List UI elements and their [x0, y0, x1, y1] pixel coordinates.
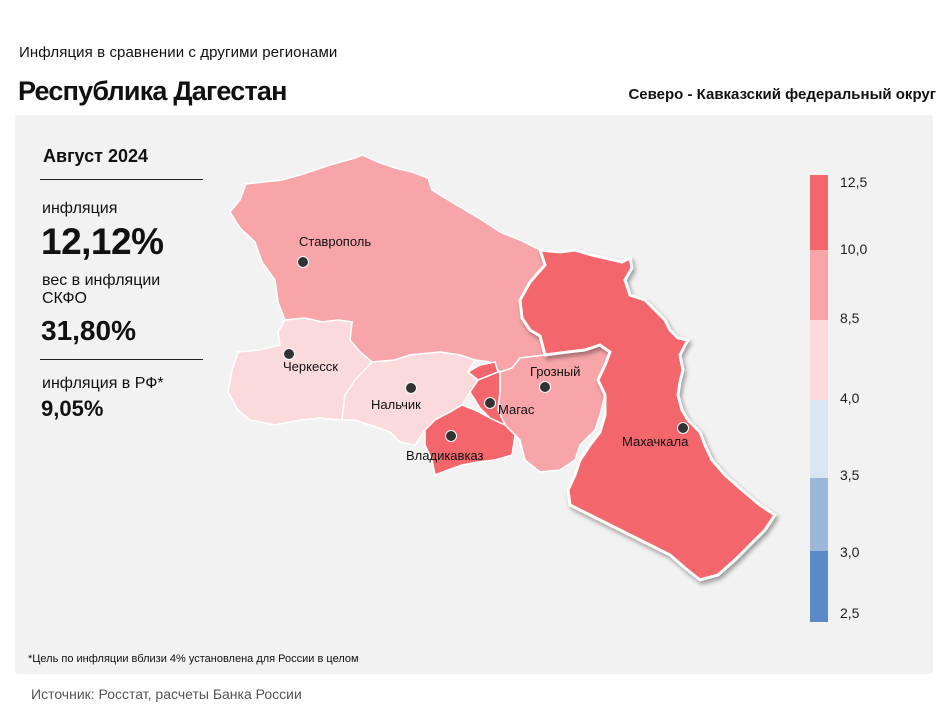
weight-value: 31,80% — [41, 315, 136, 346]
city-label-cherkessk: Черкесск — [283, 359, 338, 374]
source-note: Источник: Росстат, расчеты Банка России — [31, 686, 302, 702]
legend-swatch-3-3-5 — [810, 478, 828, 551]
legend-swatch-10-12-5 — [810, 175, 828, 250]
city-label-vladikavkaz: Владикавказ — [406, 448, 484, 463]
legend-swatch-3-5-4 — [810, 400, 828, 478]
city-label-grozny: Грозный — [530, 364, 580, 379]
chart-subtitle: Инфляция в сравнении с другими регионами — [19, 44, 338, 61]
city-dot-nalchik — [405, 382, 417, 394]
legend-swatch-4-8-5 — [810, 320, 828, 400]
weight-label: вес в инфляции СКФО — [42, 272, 161, 307]
city-dot-cherkessk — [283, 348, 295, 360]
district-label: Северо - Кавказский федеральный округ — [628, 86, 936, 103]
rf-inflation-value: 9,05% — [41, 396, 104, 421]
legend-tick: 3,5 — [840, 467, 860, 483]
legend-swatch-2-5-3 — [810, 551, 828, 622]
page-title: Республика Дагестан — [18, 76, 287, 106]
city-label-makhachkala: Махачкала — [622, 434, 689, 449]
divider — [40, 179, 203, 180]
city-dot-makhachkala — [677, 422, 689, 434]
inflation-value: 12,12% — [41, 221, 164, 262]
region-stavropol[interactable] — [229, 154, 546, 373]
legend-tick: 12,5 — [840, 174, 867, 190]
city-label-stavropol: Ставрополь — [299, 234, 371, 249]
city-label-nalchik: Нальчик — [371, 397, 421, 412]
city-dot-grozny — [539, 381, 551, 393]
city-dot-stavropol — [297, 256, 309, 268]
stats-block: Август 2024 инфляция 12,12% вес в инфляц… — [40, 146, 205, 422]
legend-tick: 8,5 — [840, 310, 860, 326]
footnote: *Цель по инфляции вблизи 4% установлена … — [28, 653, 359, 665]
region-ingushetia-north[interactable] — [466, 361, 499, 381]
divider — [40, 359, 203, 360]
color-legend: 12,5 10,0 8,5 4,0 3,5 3,0 2,5 — [810, 174, 867, 622]
legend-swatch-8-5-10 — [810, 250, 828, 320]
legend-tick: 2,5 — [840, 605, 860, 621]
city-dot-magas — [484, 397, 496, 409]
region-karachay-cherkessia[interactable] — [227, 317, 374, 426]
inflation-label: инфляция — [42, 200, 118, 217]
legend-tick: 10,0 — [840, 241, 867, 257]
legend-tick: 3,0 — [840, 544, 860, 560]
period-label: Август 2024 — [43, 146, 148, 166]
region-north-ossetia[interactable] — [424, 404, 516, 477]
rf-inflation-label: инфляция в РФ* — [42, 375, 164, 392]
city-label-magas: Магас — [498, 402, 535, 417]
city-dot-vladikavkaz — [445, 430, 457, 442]
legend-tick: 4,0 — [840, 390, 860, 406]
region-dagestan[interactable] — [518, 248, 778, 582]
